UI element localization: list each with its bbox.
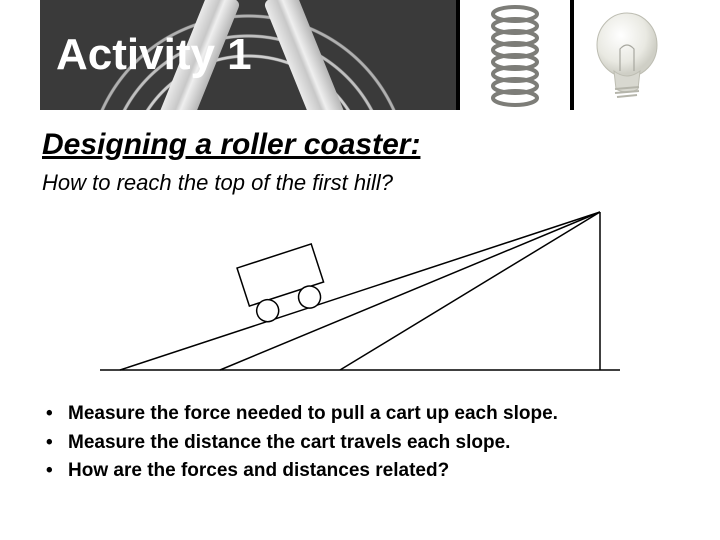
banner: Activity 1 (40, 0, 680, 110)
spring-photo (460, 0, 570, 110)
slide-subheading: How to reach the top of the first hill? (42, 170, 393, 196)
banner-title: Activity 1 (40, 30, 252, 80)
bullet-item: How are the forces and distances related… (42, 457, 682, 486)
bullet-item: Measure the force needed to pull a cart … (42, 400, 682, 429)
slide: Activity 1 Designing a roller coaster: H… (0, 0, 720, 540)
slide-heading: Designing a roller coaster: (42, 128, 420, 162)
bullet-item: Measure the distance the cart travels ea… (42, 429, 682, 458)
cart-slope-diagram (100, 200, 620, 380)
lightbulb-photo (574, 0, 680, 110)
bullet-list: Measure the force needed to pull a cart … (42, 400, 682, 486)
